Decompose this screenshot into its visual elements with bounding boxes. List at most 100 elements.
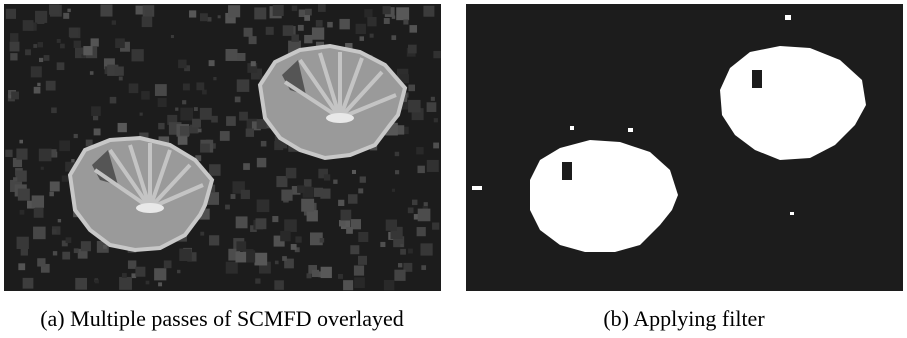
noise-square [395,170,399,174]
noise-square [10,53,17,60]
noise-square [158,98,167,107]
noise-square [282,256,287,261]
noise-square [95,279,99,283]
noise-square [228,5,240,17]
noise-square [417,166,424,173]
noise-square [103,245,107,249]
noise-square [17,237,29,249]
noise-square [433,143,439,149]
noise-square [145,10,151,16]
noise-square [57,39,61,43]
noise-square [434,118,438,122]
noise-square [49,4,59,14]
noise-square [318,4,326,12]
noise-square [286,168,297,179]
noise-square [180,108,193,121]
noise-square [417,227,426,236]
noise-square [200,13,208,21]
noise-square [226,262,238,274]
noise-square [202,90,207,95]
noise-square [5,150,12,157]
noise-square [196,82,204,90]
noise-square [198,129,202,133]
noise-square [135,267,145,277]
noise-square [226,116,236,126]
noise-square [63,13,69,19]
noise-square [354,277,365,288]
noise-square [129,83,139,93]
noise-square [324,174,330,180]
noise-square [44,55,50,61]
noise-square [380,242,385,247]
noise-square [370,34,374,38]
noise-square [183,83,190,90]
noise-square [34,208,44,218]
noise-square [352,170,356,174]
noise-square [211,116,218,123]
noise-square [384,18,390,24]
noise-square [384,280,394,290]
noise-square [239,112,248,121]
figure: (a) Multiple passes of SCMFD overlayed (… [0,0,907,338]
noise-square [16,148,27,159]
noise-square [304,179,312,187]
noise-square [20,210,25,215]
noise-square [131,49,143,61]
noise-square [18,189,30,201]
noise-square [301,199,314,212]
noise-square [182,100,186,104]
shell-base [136,203,164,213]
noise-square [177,270,180,273]
noise-square [283,25,294,36]
mask-speck [570,126,574,130]
noise-square [408,100,421,113]
noise-square [432,223,439,230]
caption: (a) Multiple passes of SCMFD overlayed [40,306,404,331]
noise-square [360,176,366,182]
noise-square [23,278,34,289]
mask-speck [472,186,482,190]
noise-square [416,147,423,154]
noise-square [392,15,395,18]
noise-square [23,20,34,31]
noise-square [118,123,127,132]
noise-square [158,282,162,286]
noise-square [231,194,236,199]
noise-square [392,189,395,192]
noise-square [243,163,250,170]
noise-square [57,62,65,70]
noise-square [158,123,164,129]
noise-square [6,9,16,19]
noise-square [273,5,284,16]
noise-square [128,260,136,268]
noise-square [358,256,367,265]
noise-square [155,84,167,96]
panel-a [4,4,441,291]
noise-square [256,218,267,229]
noise-square [146,281,150,285]
noise-square [33,227,46,240]
noise-square [338,200,344,206]
noise-square [400,244,403,247]
noise-square [284,219,297,232]
noise-square [320,238,325,243]
noise-square [75,278,87,290]
noise-square [236,241,246,251]
noise-square [39,58,43,62]
noise-square [58,219,61,222]
noise-square [194,107,198,111]
noise-square [340,210,351,221]
noise-square [180,126,190,136]
noise-square [321,267,332,278]
noise-square [312,270,319,277]
noise-square [81,241,91,251]
noise-square [90,71,94,75]
shell-base [326,113,354,123]
noise-square [52,229,57,234]
noise-square [408,207,414,213]
noise-square [408,45,417,54]
noise-square [175,108,178,111]
noise-square [360,36,365,41]
noise-square [142,17,153,28]
noise-square [49,192,53,196]
